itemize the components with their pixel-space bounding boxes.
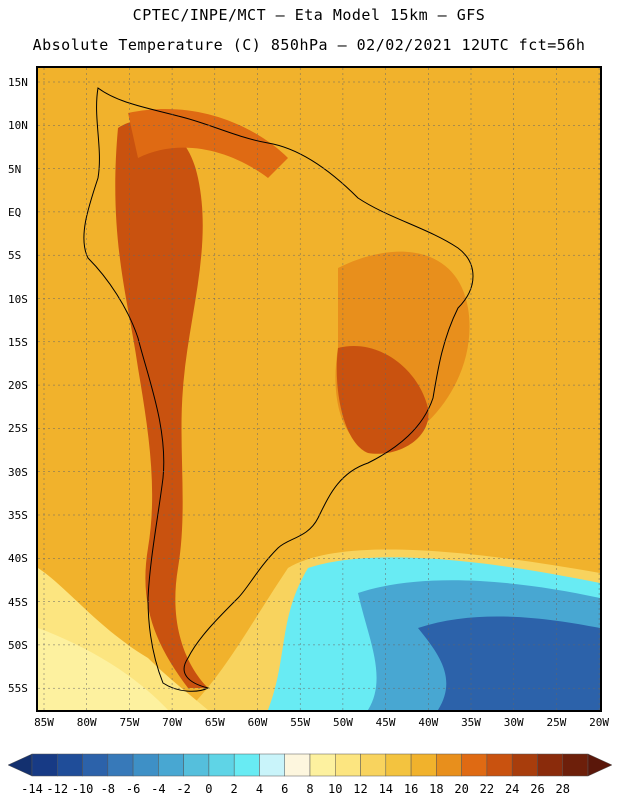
colorbar-swatch (284, 753, 311, 777)
lon-label: 50W (332, 716, 353, 729)
colorbar-swatch (132, 753, 159, 777)
colorbar-tick-label: 0 (205, 782, 213, 796)
lat-label: 5S (8, 249, 22, 263)
lon-label: 80W (76, 716, 97, 729)
colorbar-swatch (158, 753, 184, 777)
colorbar-tick-label: -4 (151, 782, 166, 796)
colorbar-tick-label: -2 (176, 782, 191, 796)
colorbar-swatch (537, 753, 563, 777)
colorbar-tick-label: 12 (353, 782, 368, 796)
colorbar-tick-label: -6 (125, 782, 141, 796)
colorbar-swatch (436, 753, 462, 777)
colorbar-swatch (57, 753, 83, 777)
colorbar-swatch (82, 753, 109, 777)
colorbar-right-arrow (587, 753, 612, 777)
lat-label: 50S (8, 638, 28, 652)
colorbar-tick-label: 22 (479, 782, 495, 796)
graticule (38, 68, 600, 710)
lat-label: 45S (8, 595, 28, 609)
colorbar-swatch (183, 753, 210, 777)
lon-label: 65W (204, 716, 225, 729)
colorbar (8, 753, 612, 777)
colorbar-swatch (309, 753, 336, 777)
map-canvas (38, 68, 600, 710)
colorbar-tick-label: 8 (306, 782, 314, 796)
colorbar-tick-label: 18 (429, 782, 444, 796)
colorbar-swatch (208, 753, 235, 777)
lon-label: 20W (589, 716, 610, 729)
lat-label: 20S (8, 379, 28, 393)
colorbar-swatch (410, 753, 437, 777)
colorbar-tick-label: 28 (555, 782, 570, 796)
southeast-hot-zone (336, 346, 429, 454)
lat-label: 5N (8, 162, 22, 176)
lon-label: 40W (418, 716, 439, 729)
colorbar-swatch (360, 753, 387, 777)
lat-label: 10S (8, 292, 28, 306)
lon-label: 45W (375, 716, 396, 729)
colorbar-tick-label: 6 (281, 782, 289, 796)
colorbar-left-arrow (8, 753, 33, 777)
colorbar-swatch (385, 753, 412, 777)
colorbar-tick-label: -10 (71, 782, 94, 796)
colorbar-swatch (259, 753, 285, 777)
colorbar-swatch (562, 753, 589, 777)
colorbar-tick-label: 24 (504, 782, 520, 796)
lat-label: EQ (8, 205, 22, 219)
colorbar-swatch (31, 753, 58, 777)
lon-label: 35W (461, 716, 481, 729)
colorbar-swatch (461, 753, 488, 777)
lon-label: 30W (503, 716, 524, 729)
colorbar-tick-label: -14 (21, 782, 43, 796)
colorbar-swatch (107, 753, 134, 777)
lat-label: 55S (8, 682, 28, 696)
colorbar-swatch (511, 753, 538, 777)
colorbar-tick-label: 20 (454, 782, 469, 796)
chart-title-line2: Absolute Temperature (C) 850hPa – 02/02/… (32, 36, 586, 54)
lat-label: 40S (8, 552, 28, 566)
north-hot-zone (128, 109, 288, 178)
coastline (83, 87, 474, 692)
pale-ocean-band-2 (38, 628, 168, 710)
lon-label: 85W (34, 716, 54, 729)
lon-label: 70W (162, 716, 183, 729)
lat-label: 35S (8, 509, 28, 522)
colorbar-tick-label: -8 (100, 782, 116, 796)
chart-title-line1: CPTEC/INPE/MCT – Eta Model 15km – GFS (132, 6, 486, 24)
lon-label: 60W (247, 716, 268, 729)
lat-label: 25S (8, 422, 28, 436)
lat-label: 15S (8, 335, 28, 349)
colorbar-swatch (335, 753, 361, 777)
colorbar-tick-label: 10 (328, 782, 343, 796)
colorbar-swatch (486, 753, 513, 777)
lat-label: 10N (8, 119, 28, 133)
andes-hot-zone (115, 120, 208, 688)
lat-label: 15N (8, 76, 28, 89)
lon-label: 75W (119, 716, 140, 729)
lat-label: 30S (8, 465, 28, 479)
lon-label: 55W (290, 716, 311, 729)
colorbar-tick-label: 26 (530, 782, 545, 796)
colorbar-tick-label: 14 (378, 782, 394, 796)
colorbar-tick-label: 2 (230, 782, 238, 796)
temperature-map (36, 66, 602, 712)
colorbar-tick-label: 16 (403, 782, 419, 796)
colorbar-tick-label: 4 (255, 782, 264, 796)
colorbar-swatch (233, 753, 260, 777)
cold-sea-region-4 (418, 616, 600, 710)
lon-label: 25W (546, 716, 567, 729)
colorbar-tick-label: -12 (46, 782, 69, 796)
